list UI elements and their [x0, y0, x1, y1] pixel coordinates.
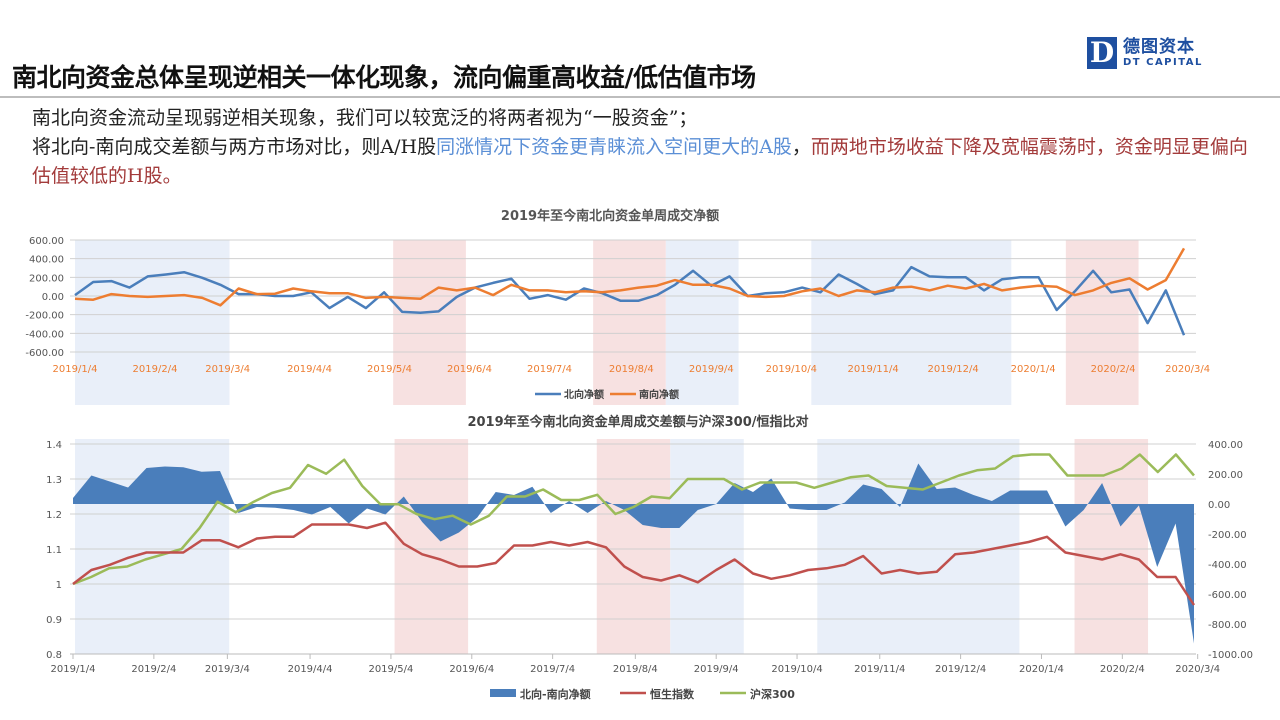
- y-left-tick-label: 0.9: [46, 615, 62, 626]
- shaded-period-2: [596, 439, 671, 654]
- summary-comma: ，: [791, 136, 811, 158]
- legend-label: 北向净额: [564, 388, 604, 401]
- legend-swatch: [490, 689, 516, 697]
- legend-label: 恒生指数: [650, 687, 695, 701]
- x-tick-label: 2019/10/4: [771, 664, 822, 675]
- x-tick-label: 2019/8/4: [609, 364, 654, 375]
- x-tick-label: 2020/3/4: [1165, 364, 1210, 375]
- x-tick-label: 2019/9/4: [689, 364, 734, 375]
- shaded-period-5: [1065, 240, 1139, 405]
- x-tick-label: 2019/4/4: [287, 364, 332, 375]
- x-tick-label: 2020/2/4: [1100, 664, 1145, 675]
- shaded-period-1: [394, 439, 469, 654]
- x-tick-label: 2019/1/4: [53, 364, 98, 375]
- y-left-tick-label: 1.4: [46, 440, 62, 451]
- logo-cn-text: 德图资本: [1123, 37, 1195, 57]
- shaded-period-3: [665, 240, 739, 405]
- y-left-tick-label: 1.3: [46, 475, 62, 486]
- y-tick-label: -200.00: [25, 311, 64, 322]
- shaded-period-3: [670, 439, 744, 654]
- page-title: 南北向资金总体呈现逆相关一体化现象，流向偏重高收益/低估值市场: [12, 63, 756, 92]
- x-tick-label: 2019/7/4: [527, 364, 572, 375]
- x-tick-label: 2019/2/4: [131, 664, 176, 675]
- spread-vs-index-chart: 2019年至今南北向资金单周成交差额与沪深300/恒指比对 1.4 1.3 1.2 1.…: [46, 414, 1253, 701]
- x-tick-label: 2019/3/4: [205, 364, 250, 375]
- x-tick-label: 2019/1/4: [51, 664, 96, 675]
- logo-en-text: DT CAPITAL: [1123, 57, 1203, 68]
- x-tick-label: 2019/12/4: [935, 664, 986, 675]
- summary-highlight-blue: 同涨情况下资金更青睐流入空间更大的A股: [436, 136, 792, 158]
- y-right-tick-label: -200.00: [1208, 530, 1247, 541]
- x-tick-label: 2019/2/4: [133, 364, 178, 375]
- legend-label: 北向-南向净额: [520, 687, 591, 701]
- x-tick-label: 2019/7/4: [530, 664, 575, 675]
- x-tick-label: 2019/3/4: [205, 664, 250, 675]
- x-tick-label: 2019/10/4: [766, 364, 817, 375]
- series-area-north-minus-south: [73, 463, 1194, 644]
- shaded-period-4: [811, 240, 1012, 405]
- title-divider: [0, 96, 1280, 98]
- x-tick-label: 2019/6/4: [447, 364, 492, 375]
- y-right-tick-label: -1000.00: [1208, 650, 1253, 661]
- shaded-period-1: [393, 240, 466, 405]
- y-left-tick-label: 1: [56, 580, 62, 591]
- y-right-tick-label: -400.00: [1208, 560, 1247, 571]
- chart-title: 2019年至今南北向资金单周成交净额: [501, 208, 719, 224]
- shaded-period-2: [593, 240, 666, 405]
- x-tick-label: 2019/9/4: [694, 664, 739, 675]
- y-tick-label: 600.00: [29, 236, 64, 247]
- y-left-tick-label: 1.2: [46, 510, 62, 521]
- x-tick-label: 2019/5/4: [367, 364, 412, 375]
- logo-mark-icon: D: [1087, 37, 1117, 69]
- y-left-tick-label: 0.8: [46, 650, 62, 661]
- x-tick-label: 2020/2/4: [1091, 364, 1136, 375]
- x-tick-label: 2019/11/4: [854, 664, 905, 675]
- y-tick-label: -400.00: [25, 329, 64, 340]
- legend-label: 南向净额: [639, 388, 679, 401]
- y-right-tick-label: 200.00: [1208, 470, 1243, 481]
- y-right-tick-label: -600.00: [1208, 590, 1247, 601]
- x-tick-label: 2020/1/4: [1019, 664, 1064, 675]
- x-tick-label: 2019/12/4: [927, 364, 978, 375]
- y-tick-label: -600.00: [25, 348, 64, 359]
- legend-label: 沪深300: [750, 687, 795, 701]
- company-logo: D 德图资本 DT CAPITAL: [1087, 37, 1203, 69]
- y-tick-label: 0.00: [42, 292, 64, 303]
- x-tick-label: 2019/4/4: [288, 664, 333, 675]
- series-line-southbound: [74, 247, 1186, 307]
- x-tick-label: 2019/8/4: [613, 664, 658, 675]
- x-tick-label: 2020/3/4: [1175, 664, 1220, 675]
- summary-text: 南北向资金流动呈现弱逆相关现象，我们可以较宽泛的将两者视为“一股资金”； 将北向…: [32, 104, 1262, 191]
- y-tick-label: 400.00: [29, 255, 64, 266]
- y-right-tick-label: -800.00: [1208, 620, 1247, 631]
- summary-line-1: 南北向资金流动呈现弱逆相关现象，我们可以较宽泛的将两者视为“一股资金”；: [32, 107, 698, 129]
- series-line-csi300: [72, 453, 1195, 586]
- summary-line-2-a: 将北向-南向成交差额与两方市场对比，则A/H股: [32, 136, 437, 158]
- y-tick-label: 200.00: [29, 273, 64, 284]
- net-flow-chart: 2019年至今南北向资金单周成交净额 600.00 400.00 200.00 0.00…: [25, 208, 1210, 405]
- series-line-hang-seng: [72, 521, 1196, 606]
- shaded-period-0: [75, 240, 230, 405]
- summary-line-2: 将北向-南向成交差额与两方市场对比，则A/H股同涨情况下资金更青睐流入空间更大的…: [32, 133, 1262, 191]
- x-tick-label: 2020/1/4: [1011, 364, 1056, 375]
- x-tick-label: 2019/6/4: [449, 664, 494, 675]
- y-right-tick-label: 400.00: [1208, 440, 1243, 451]
- chart-title: 2019年至今南北向资金单周成交差额与沪深300/恒指比对: [467, 414, 808, 430]
- summary-highlight-red: 而两地市场收益下降及宽幅震荡时，资金明显更偏向估值较低的H股。: [32, 136, 1248, 187]
- y-left-tick-label: 1.1: [46, 545, 62, 556]
- x-tick-label: 2019/11/4: [847, 364, 898, 375]
- x-tick-label: 2019/5/4: [368, 664, 413, 675]
- y-right-tick-label: 0.00: [1208, 500, 1230, 511]
